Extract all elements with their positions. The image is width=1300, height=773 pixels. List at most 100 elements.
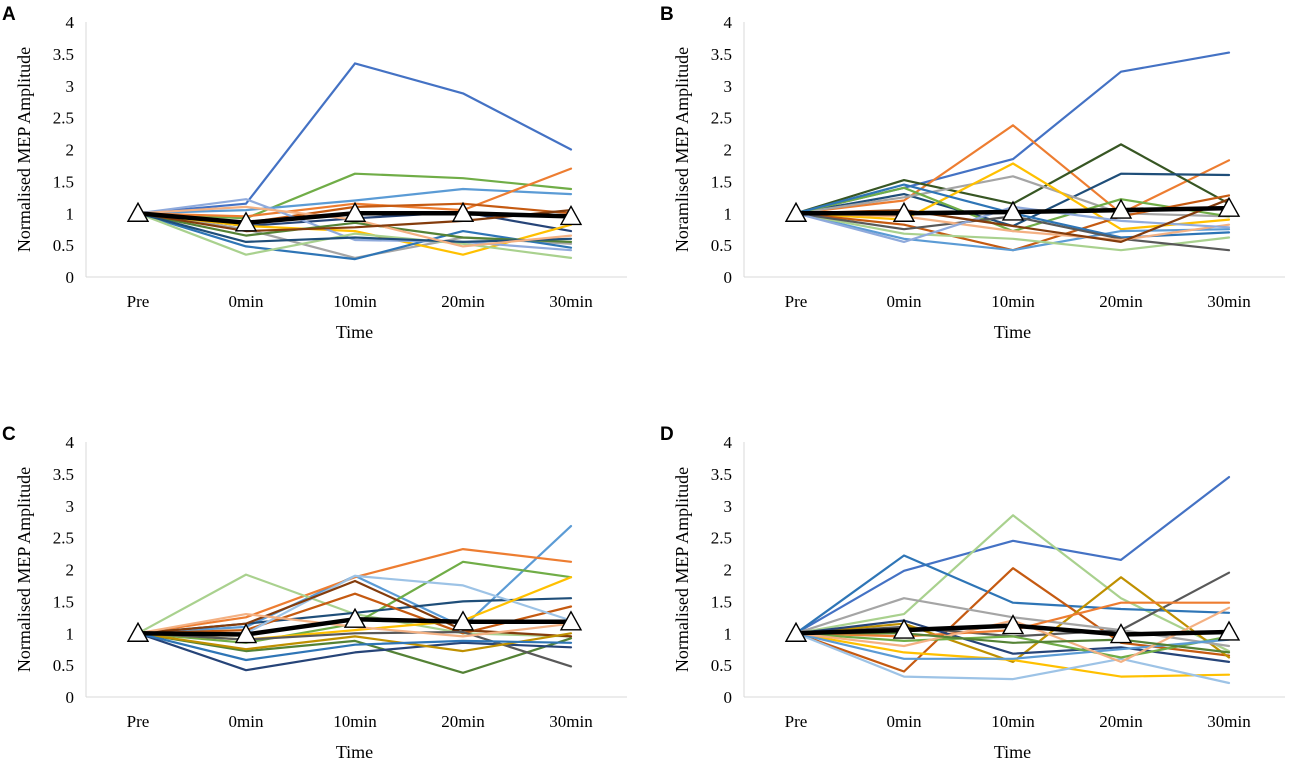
x-tick-label: 0min (229, 292, 264, 311)
x-tick-label: 30min (549, 292, 593, 311)
series-line (136, 212, 573, 243)
series-line (794, 212, 1231, 252)
x-axis-title: Time (336, 742, 373, 762)
y-tick-label: 2 (724, 141, 733, 160)
series-line (794, 162, 1231, 231)
series-line (136, 62, 573, 215)
y-tick-label: 1 (724, 624, 733, 643)
y-axis-title: Normalised MEP Amplitude (672, 467, 692, 672)
panel-letter: B (660, 4, 674, 25)
series-line (136, 548, 573, 635)
mean-marker (1109, 623, 1133, 644)
x-tick-label: 30min (1207, 712, 1251, 731)
series-line (136, 209, 573, 233)
y-tick-label: 3.5 (53, 465, 74, 484)
x-axis-title: Time (994, 322, 1031, 342)
mean-marker (1001, 200, 1025, 221)
panel-a: A 0 0.5 1 1.5 2 2.5 3 3.5 4 Pre 0min 10min 20min 30min… (2, 4, 627, 342)
mean-marker (234, 211, 258, 232)
y-tick-label: 4 (724, 13, 733, 32)
series-line (794, 632, 1231, 678)
y-tick-label: 3.5 (53, 45, 74, 64)
y-tick-label: 3 (724, 497, 733, 516)
y-tick-label: 0 (66, 268, 75, 287)
series-group (136, 524, 573, 674)
x-tick-label: 30min (1207, 292, 1251, 311)
series-line (136, 212, 573, 261)
x-tick-label: 10min (991, 712, 1035, 731)
x-tick-label: Pre (785, 292, 808, 311)
series-line (136, 592, 573, 635)
y-tick-label: 1.5 (711, 592, 732, 611)
series-line (136, 212, 573, 243)
y-axis-title: Normalised MEP Amplitude (14, 47, 34, 252)
x-tick-label: 20min (1099, 712, 1143, 731)
series-line (136, 632, 573, 653)
y-tick-label: 3 (724, 77, 733, 96)
mean-marker (1109, 198, 1133, 219)
y-tick-label: 2.5 (711, 529, 732, 548)
series-line (136, 187, 573, 215)
series-line (136, 198, 573, 252)
mean-marker (784, 621, 808, 642)
y-tick-label: 2 (66, 141, 75, 160)
mean-marker (234, 623, 258, 644)
panel-letter: A (2, 4, 16, 25)
y-tick-label: 1 (66, 624, 75, 643)
series-line (794, 576, 1231, 663)
y-axis-title: Noramlised MEP Amplitude (672, 47, 692, 252)
mean-marker (1001, 614, 1025, 635)
mean-marker (451, 610, 475, 631)
series-line (136, 630, 573, 668)
series-line (794, 475, 1231, 635)
x-axis-title: Time (336, 322, 373, 342)
x-tick-label: 0min (229, 712, 264, 731)
y-tick-label: 0.5 (53, 236, 74, 255)
x-tick-label: 10min (333, 712, 377, 731)
series-line (794, 124, 1231, 215)
series-line (136, 212, 573, 259)
y-tick-label: 4 (724, 433, 733, 452)
x-tick-label: 30min (549, 712, 593, 731)
series-line (794, 632, 1231, 659)
series-line (794, 212, 1231, 252)
series-line (794, 632, 1231, 660)
y-tick-label: 1.5 (53, 592, 74, 611)
mean-marker (1217, 620, 1241, 641)
y-tick-label: 0.5 (711, 656, 732, 675)
series-line (794, 632, 1231, 685)
x-tick-label: Pre (127, 292, 150, 311)
y-tick-label: 0 (66, 688, 75, 707)
x-tick-label: 0min (887, 292, 922, 311)
series-line (794, 175, 1231, 218)
x-tick-label: 20min (1099, 292, 1143, 311)
y-tick-label: 2.5 (53, 109, 74, 128)
panel-c: C 0 0.5 1 1.5 2 2.5 3 3.5 4 Pre 0min 10min 20min 30min… (2, 424, 627, 762)
mean-marker (892, 618, 916, 639)
y-tick-label: 3.5 (711, 465, 732, 484)
x-tick-label: 10min (991, 292, 1035, 311)
series-line (136, 632, 573, 674)
x-tick-label: 20min (441, 712, 485, 731)
panel-letter: D (660, 424, 674, 445)
mean-marker (892, 201, 916, 222)
panel-letter: C (2, 424, 16, 445)
mean-marker (784, 201, 808, 222)
y-tick-label: 1 (66, 204, 75, 223)
mean-marker (126, 201, 150, 222)
y-tick-label: 2.5 (711, 109, 732, 128)
y-tick-label: 0 (724, 688, 733, 707)
y-tick-label: 2.5 (53, 529, 74, 548)
y-tick-label: 1.5 (53, 172, 74, 191)
series-line (136, 172, 573, 220)
mean-marker (343, 607, 367, 628)
y-tick-label: 3.5 (711, 45, 732, 64)
mean-marker (126, 621, 150, 642)
y-tick-label: 4 (66, 13, 75, 32)
y-tick-label: 1 (724, 204, 733, 223)
y-tick-label: 3 (66, 77, 75, 96)
mean-marker (559, 610, 583, 631)
panel-d: D 0 0.5 1 1.5 2 2.5 3 3.5 4 Pre 0min 10min 20min 30min… (660, 424, 1285, 762)
x-tick-label: 20min (441, 292, 485, 311)
